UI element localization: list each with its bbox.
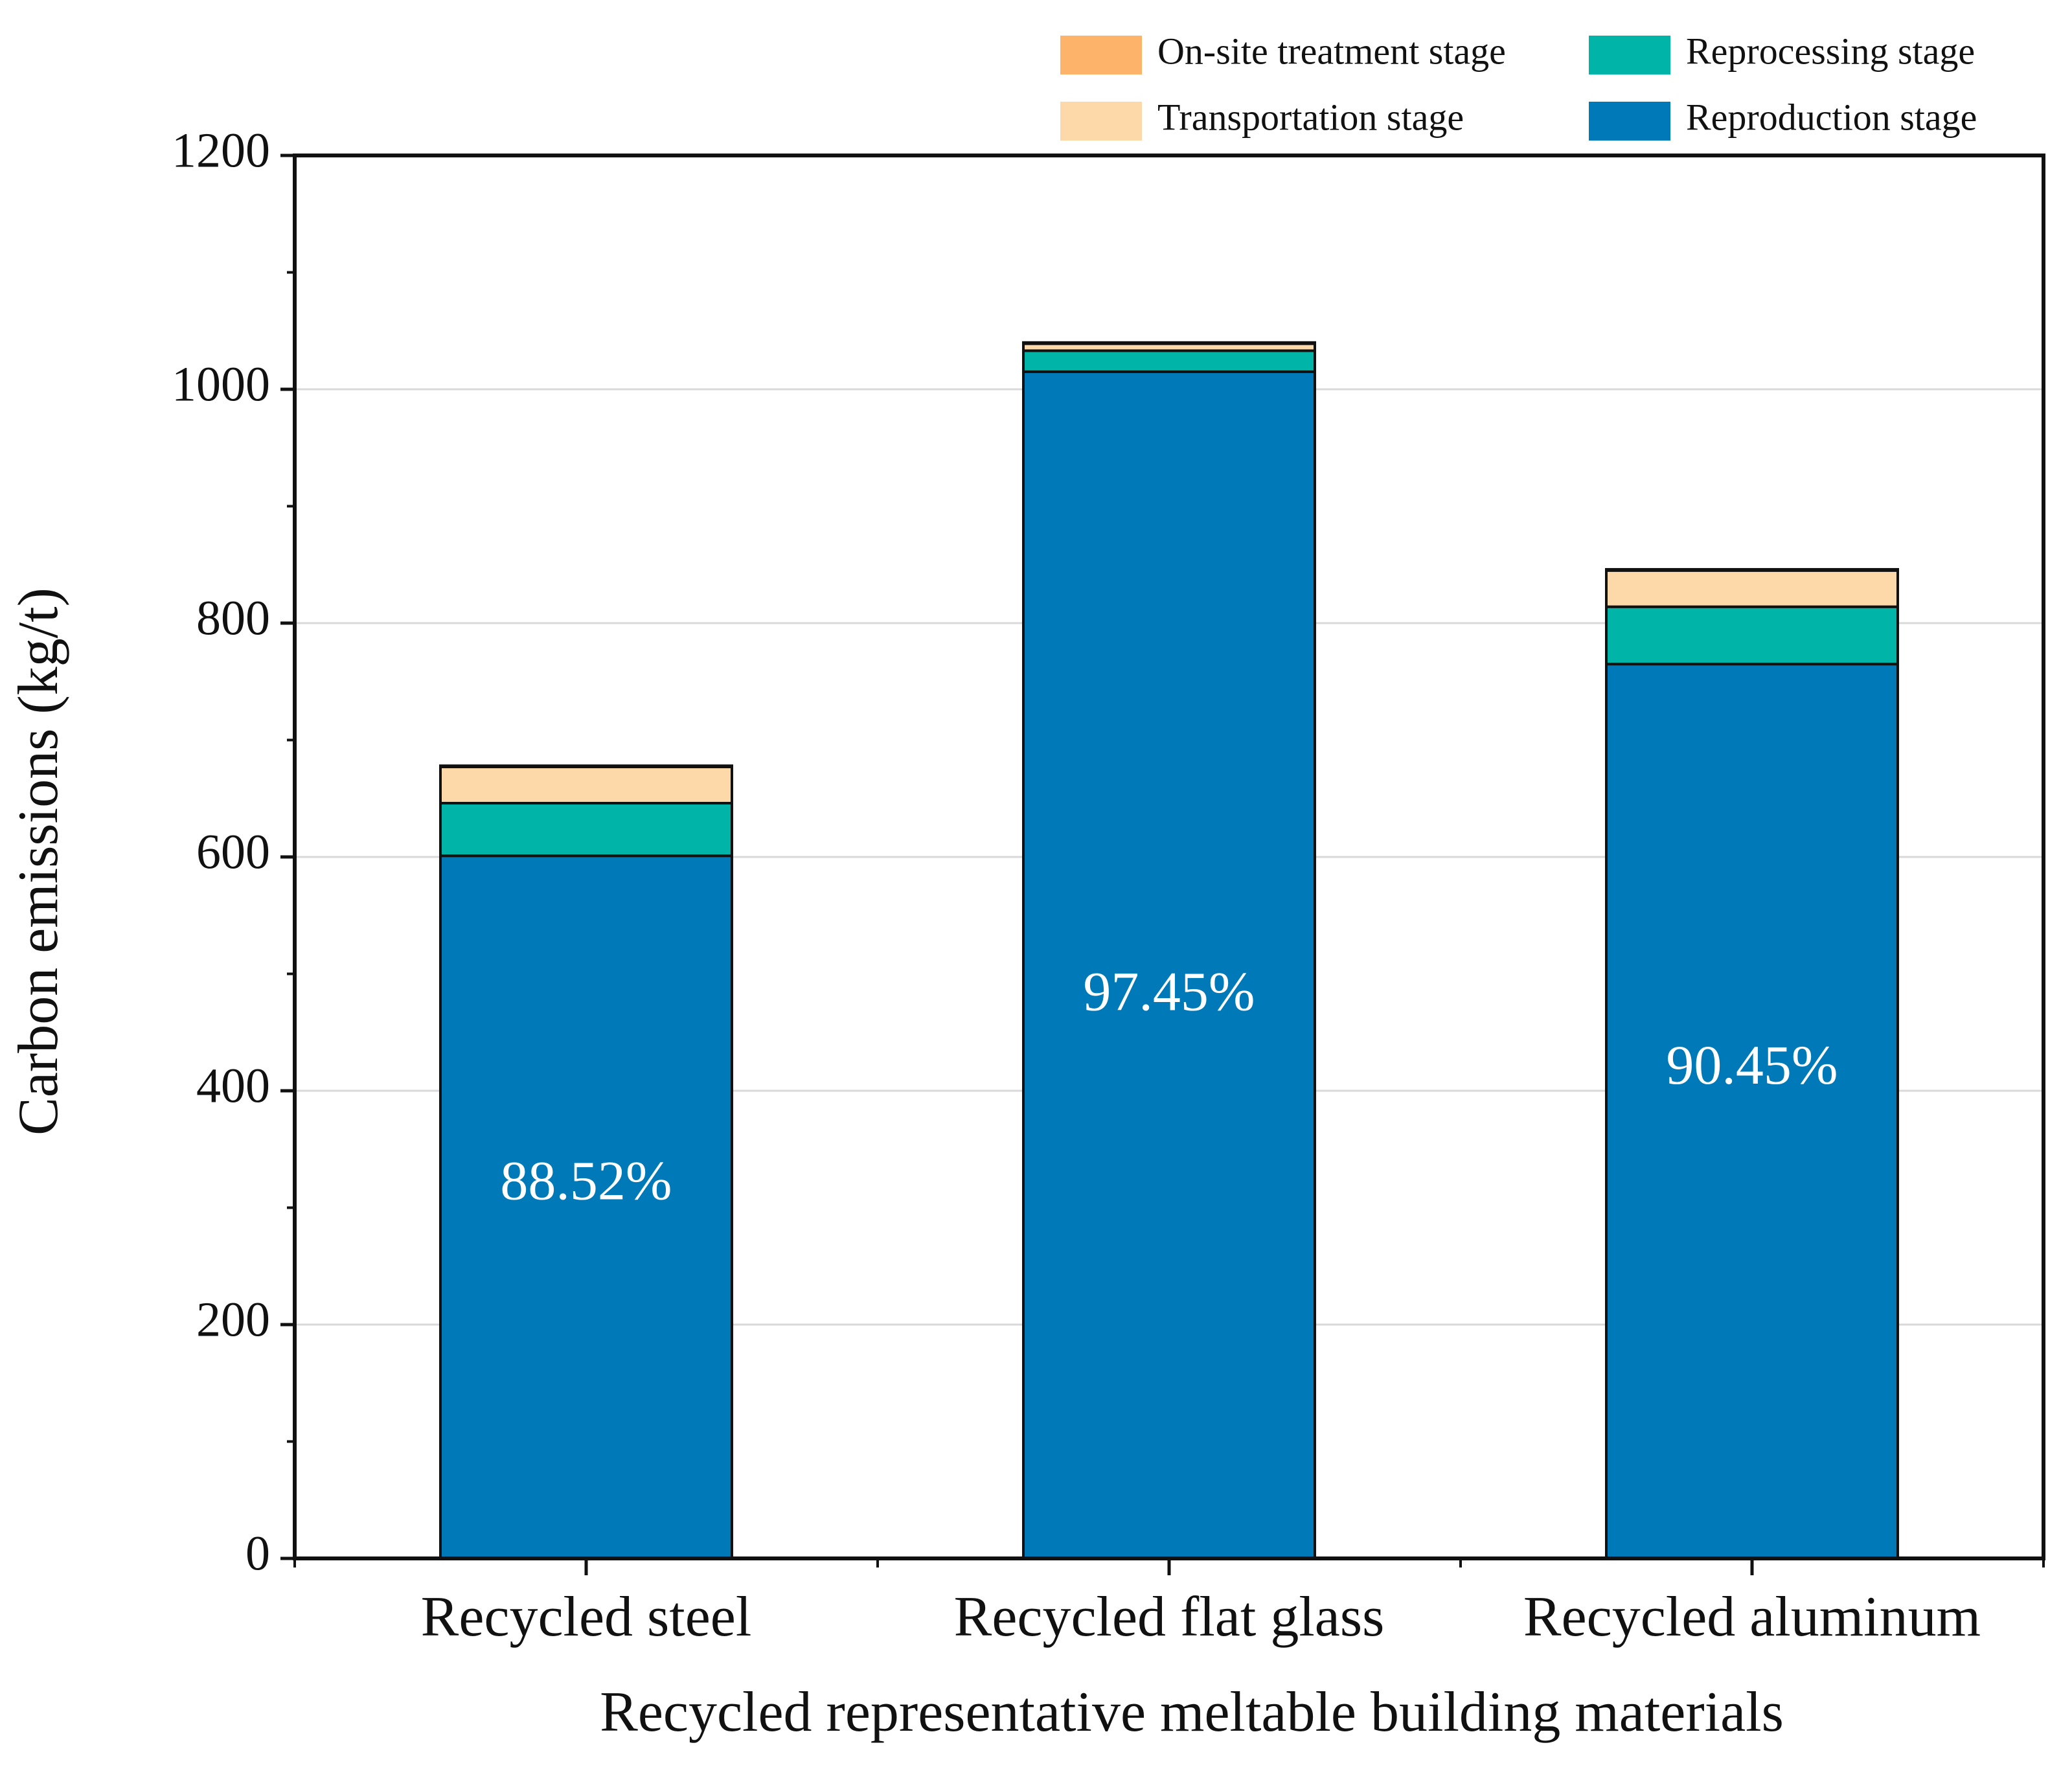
y-axis-title: Carbon emissions (kg/t) <box>7 587 70 1135</box>
y-tick-label-800: 800 <box>196 591 270 645</box>
y-tick-label-400: 400 <box>196 1058 270 1113</box>
legend-swatch-reprocessing-stage <box>1589 36 1670 74</box>
bar-recycled-steel-transportation-stage <box>439 766 733 804</box>
legend-label-on-site-treatment-stage: On-site treatment stage <box>1157 30 1506 72</box>
bar-annotations: 88.52% 97.45% 90.45% <box>500 960 1838 1211</box>
legend-swatch-transportation-stage <box>1060 102 1142 141</box>
x-axis-title: Recycled representative meltable buildin… <box>600 1681 1784 1744</box>
y-tick-label-1000: 1000 <box>172 357 270 411</box>
annotation-recycled-flat-glass: 97.45% <box>1083 960 1255 1022</box>
annotation-recycled-steel: 88.52% <box>500 1150 672 1212</box>
bar-recycled-steel-reprocessing-stage <box>439 801 733 858</box>
bar-recycled-steel-reproduction-stage <box>439 854 733 1560</box>
bars <box>439 341 1899 1560</box>
legend-label-transportation-stage: Transportation stage <box>1157 96 1464 138</box>
legend-swatch-on-site-treatment-stage <box>1060 36 1142 74</box>
legend-label-reproduction-stage: Reproduction stage <box>1686 96 1977 138</box>
x-tick-label-recycled-steel: Recycled steel <box>421 1586 752 1648</box>
x-tick-label-recycled-flat-glass: Recycled flat glass <box>954 1586 1385 1648</box>
bar-recycled-flat-glass-reproduction-stage <box>1022 370 1316 1560</box>
x-tick-label-recycled-aluminum: Recycled aluminum <box>1523 1586 1981 1648</box>
legend-swatch-reproduction-stage <box>1589 102 1670 141</box>
bar-recycled-aluminum-reprocessing-stage <box>1605 605 1899 666</box>
bar-recycled-flat-glass-on-site-treatment-stage <box>1022 341 1316 345</box>
bar-recycled-flat-glass-reprocessing-stage <box>1022 349 1316 373</box>
bar-recycled-aluminum-reproduction-stage <box>1605 663 1899 1560</box>
legend-label-reprocessing-stage: Reprocessing stage <box>1686 30 1975 72</box>
y-tick-label-600: 600 <box>196 825 270 879</box>
axes: 0 200 400 600 800 1000 1200 Recycled steel Recyc… <box>172 123 2045 1648</box>
legend: On-site treatment stage Reprocessing stag… <box>1060 30 1977 141</box>
bar-recycled-steel-on-site-treatment-stage <box>439 764 733 769</box>
y-tick-label-0: 0 <box>245 1526 270 1580</box>
y-tick-label-200: 200 <box>196 1292 270 1347</box>
annotation-recycled-aluminum: 90.45% <box>1666 1034 1838 1096</box>
bar-recycled-aluminum-transportation-stage <box>1605 569 1899 608</box>
y-tick-label-1200: 1200 <box>172 123 270 177</box>
bar-recycled-aluminum-on-site-treatment-stage <box>1605 567 1899 572</box>
